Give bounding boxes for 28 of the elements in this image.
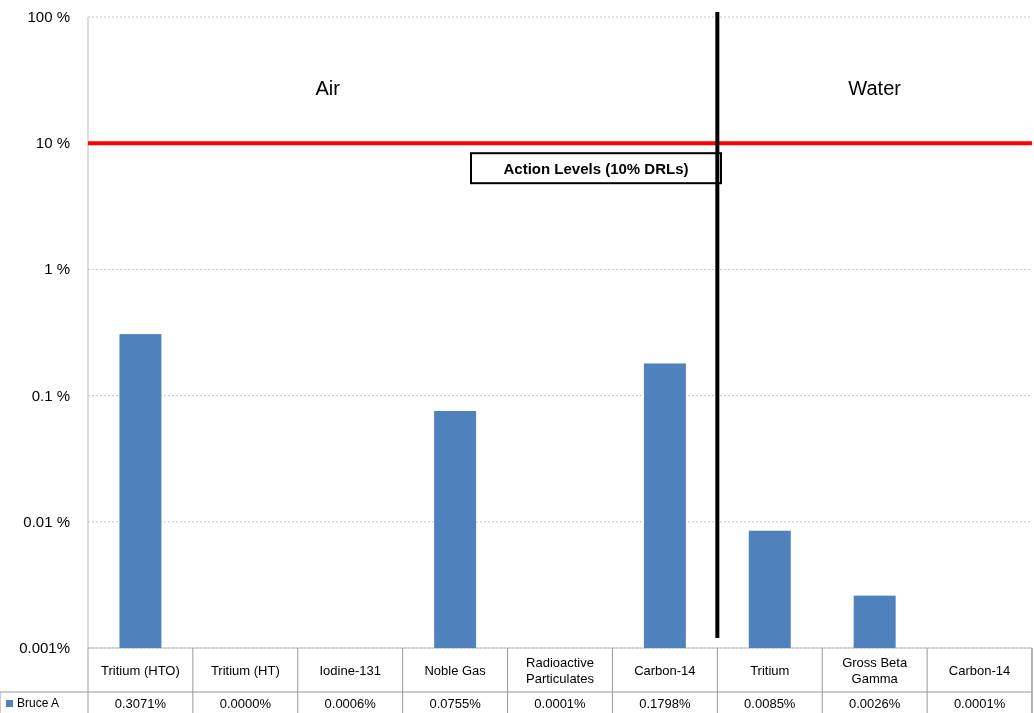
text: 0.0006% — [324, 696, 376, 711]
x-tick-label: Iodine-131 — [319, 663, 381, 678]
x-tick-label: Radioactive Particulates — [526, 655, 595, 686]
text: 0.0001% — [534, 696, 586, 711]
x-tick-label: Gross Beta Gamma — [842, 655, 908, 686]
ref-line-label: Action Levels (10% DRLs) — [503, 160, 689, 178]
data-label: 0.3071% — [114, 696, 167, 711]
data-label: 0.0755% — [429, 696, 482, 711]
y-tick-label: 100 % — [27, 8, 70, 25]
x-tick-label: Noble Gas — [424, 663, 487, 678]
x-tick-label: Carbon-14 — [634, 663, 696, 678]
x-tick-label: Tritium (HT) — [210, 663, 280, 678]
data-label: 0.0085% — [744, 696, 796, 711]
y-tick-label: 0.001% — [19, 639, 70, 656]
x-tick-label: Tritium (HTO) — [101, 663, 180, 678]
legend-label: Bruce A — [17, 696, 60, 710]
annotation: Air — [315, 77, 341, 99]
data-label: 0.0026% — [849, 696, 901, 711]
y-tick-label: 1 % — [44, 260, 70, 278]
annotation: Water — [848, 77, 902, 99]
y-tick-label: 0.01 % — [23, 512, 70, 530]
text: 0.0000% — [219, 696, 271, 711]
x-tick-label: Tritium — [750, 663, 790, 678]
text: 0.0001% — [953, 696, 1006, 711]
y-tick-label: 0.1 % — [31, 386, 70, 404]
data-label: 0.1798% — [639, 696, 691, 711]
x-tick-label: Carbon-14 — [948, 663, 1011, 678]
y-tick-label: 10 % — [35, 134, 70, 152]
